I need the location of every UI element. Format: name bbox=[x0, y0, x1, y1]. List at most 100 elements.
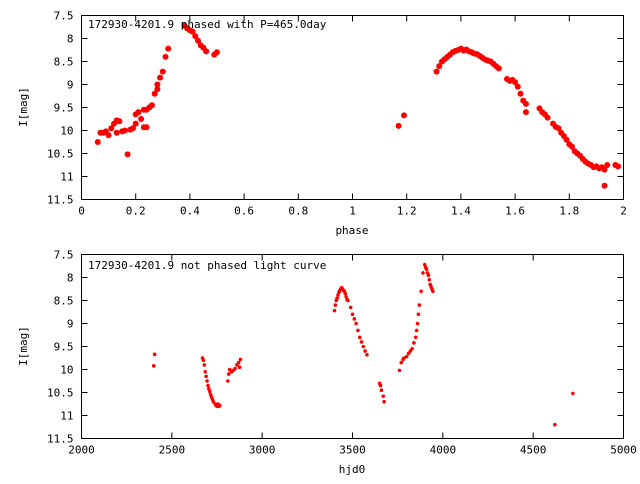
phased-plot-data-point bbox=[522, 100, 529, 107]
phased-plot-data-point bbox=[94, 139, 101, 145]
unphased-plot-ytick-label: 10.5 bbox=[47, 387, 74, 400]
unphased-plot-data-point bbox=[226, 372, 231, 376]
unphased-plot-ytick-label: 11 bbox=[60, 410, 73, 423]
phased-plot-data-point bbox=[495, 65, 502, 72]
unphased-plot-frame bbox=[81, 254, 624, 439]
unphased-plot-data-point bbox=[152, 352, 157, 357]
unphased-plot-data-point bbox=[357, 335, 362, 340]
unphased-plot-ytick-label: 9 bbox=[67, 318, 74, 331]
unphased-plot-data-point bbox=[344, 295, 348, 299]
phased-plot-data-point bbox=[203, 48, 210, 55]
unphased-plot-data-point bbox=[553, 422, 557, 427]
unphased-plot-xtick-label: 2500 bbox=[159, 444, 186, 457]
phased-plot-data-point bbox=[138, 116, 145, 122]
unphased-plot-data-point bbox=[363, 349, 367, 353]
unphased-plot-xtick-label: 5000 bbox=[610, 444, 637, 457]
unphased-plot-panel: 2000 2500 3000 3500 4000 4500 5000 7.5 8 8.5 9 9.5 1… bbox=[17, 249, 637, 477]
unphased-plot-data-point bbox=[151, 364, 156, 368]
phased-plot-ytick-label: 9 bbox=[67, 79, 74, 92]
unphased-plot-data-point bbox=[378, 383, 383, 388]
unphased-plot-data-point bbox=[236, 360, 241, 365]
phased-plot-ytick-label: 11 bbox=[60, 171, 73, 184]
unphased-plot-data-point bbox=[416, 312, 421, 317]
phased-plot-data-point bbox=[189, 28, 196, 35]
phased-plot-data-point bbox=[436, 63, 443, 70]
phased-plot-ytick-label: 10 bbox=[60, 125, 73, 138]
phased-plot-data-point bbox=[108, 125, 115, 132]
unphased-plot-data-point bbox=[204, 374, 208, 379]
unphased-plot-data-point bbox=[419, 289, 423, 294]
phased-plot-data-point bbox=[433, 68, 440, 75]
unphased-plot-points bbox=[151, 262, 575, 427]
unphased-plot-data-point bbox=[410, 347, 414, 351]
unphased-plot-data-point bbox=[399, 360, 404, 365]
phased-plot-xtick-label: 1.4 bbox=[451, 205, 471, 218]
phased-plot-ytick-label: 9.5 bbox=[54, 102, 74, 115]
unphased-plot-data-point bbox=[413, 335, 418, 340]
phased-plot-data-point bbox=[563, 136, 570, 143]
phased-plot-panel: 0 0.2 0.4 0.6 0.8 1 1.2 1.4 1.6 1.8 2 7.5 8 8.5 9 9.5 10… bbox=[17, 10, 627, 238]
phased-plot-title: 172930-4201.9 phased with P=465.0day bbox=[88, 18, 327, 31]
unphased-plot-data-point bbox=[237, 365, 242, 370]
unphased-plot-xtick-label: 3500 bbox=[339, 444, 366, 457]
phased-plot-data-point bbox=[395, 122, 402, 129]
phased-plot-data-point bbox=[512, 79, 519, 86]
unphased-plot-data-point bbox=[356, 328, 360, 333]
phased-plot-data-point bbox=[192, 33, 199, 40]
phased-plot-data-point bbox=[105, 132, 112, 139]
unphased-plot-data-point bbox=[207, 387, 211, 391]
phased-plot-ylabel: I[mag] bbox=[17, 87, 30, 127]
unphased-plot-data-point bbox=[348, 305, 353, 310]
phased-plot-data-point bbox=[148, 102, 155, 109]
unphased-plot-ytick-label: 8 bbox=[67, 272, 74, 285]
unphased-plot-data-point bbox=[354, 321, 358, 326]
unphased-plot-data-point bbox=[415, 321, 420, 326]
unphased-plot-data-point bbox=[233, 366, 237, 371]
unphased-plot-data-point bbox=[336, 293, 340, 297]
unphased-plot-data-point bbox=[238, 357, 243, 362]
phased-plot-xtick-label: 0.6 bbox=[234, 205, 254, 218]
phased-plot-xtick-label: 1.8 bbox=[559, 205, 579, 218]
unphased-plot-data-point bbox=[332, 308, 337, 313]
phased-plot-ytick-label: 8.5 bbox=[54, 56, 74, 69]
unphased-plot-data-point bbox=[201, 358, 206, 363]
phased-plot-data-point bbox=[154, 86, 161, 93]
unphased-plot-ytick-label: 9.5 bbox=[54, 341, 74, 354]
phased-plot-data-point bbox=[517, 90, 524, 97]
phased-plot-ytick-label: 8 bbox=[67, 33, 74, 46]
unphased-plot-data-point bbox=[402, 356, 406, 360]
unphased-plot-data-point bbox=[417, 303, 422, 307]
phased-plot-xtick-label: 0 bbox=[78, 205, 85, 218]
phased-plot-data-point bbox=[132, 120, 139, 127]
unphased-plot-data-point bbox=[350, 312, 355, 317]
phased-plot-data-point bbox=[604, 162, 611, 168]
unphased-plot-xlabel: hjd0 bbox=[339, 463, 366, 476]
unphased-plot-data-point bbox=[422, 262, 427, 267]
phased-plot-xtick-label: 1.6 bbox=[505, 205, 525, 218]
unphased-plot-data-point bbox=[343, 291, 348, 296]
phased-plot-data-point bbox=[157, 74, 164, 81]
unphased-plot-data-point bbox=[412, 341, 416, 345]
phased-plot-data-point bbox=[601, 166, 608, 173]
unphased-plot-data-point bbox=[431, 289, 435, 294]
unphased-plot-ticks: 2000 2500 3000 3500 4000 4500 5000 7.5 8 8.5 9 9.5 1… bbox=[47, 249, 637, 457]
unphased-plot-data-point bbox=[424, 267, 429, 272]
phased-plot-data-point bbox=[124, 151, 131, 158]
unphased-plot-ytick-label: 10 bbox=[60, 364, 73, 377]
unphased-plot-data-point bbox=[206, 383, 210, 388]
phased-plot-data-point bbox=[615, 163, 622, 170]
unphased-plot-data-point bbox=[352, 317, 357, 321]
unphased-plot-data-point bbox=[202, 363, 207, 367]
unphased-plot-ylabel: I[mag] bbox=[17, 326, 30, 366]
phased-plot-data-point bbox=[162, 53, 169, 60]
unphased-plot-data-point bbox=[404, 354, 409, 359]
phased-plot-xtick-label: 2 bbox=[620, 205, 627, 218]
phased-plot-points bbox=[94, 22, 622, 189]
unphased-plot-ytick-label: 7.5 bbox=[54, 249, 74, 262]
phased-plot-ytick-label: 11.5 bbox=[47, 194, 74, 207]
phased-plot-data-point bbox=[154, 81, 161, 88]
unphased-plot-data-point bbox=[217, 403, 222, 408]
phased-plot-data-point bbox=[544, 114, 551, 121]
unphased-plot-ytick-label: 11.5 bbox=[47, 433, 74, 446]
